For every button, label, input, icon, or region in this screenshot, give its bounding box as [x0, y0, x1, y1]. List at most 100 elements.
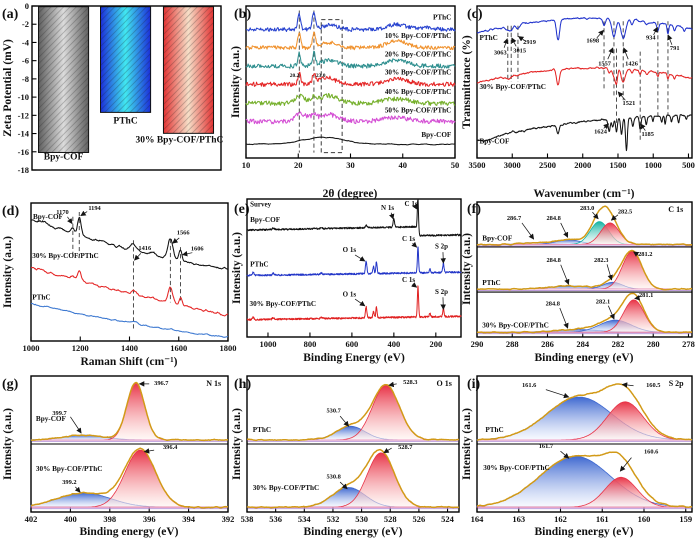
y-axis-label: Intensity (a.u.) — [2, 236, 14, 308]
panel-a: (a) 0 -2 -4 -6 -8 -10 -12 -14 -16 -18 Zeta Potentia… — [2, 1, 223, 175]
annotation-1426: 1426 — [625, 60, 639, 67]
x-tick-label: 600 — [346, 339, 359, 349]
annotation-arrow — [633, 251, 640, 257]
guide-rect — [320, 19, 343, 154]
panel-d: (d) 1000 1200 1400 1600 1800 Raman Shift (cm⁻¹… — [2, 202, 237, 368]
envelope-bpy-cof — [31, 381, 228, 442]
annotation-arrow — [388, 381, 397, 388]
series-bpy-cof — [476, 114, 693, 152]
x-tick-label: 1500 — [609, 160, 626, 170]
annotation-281-1: 281.1 — [639, 292, 653, 299]
annotation-o-1s: O 1s — [343, 246, 357, 254]
x-tick-label: 536 — [269, 514, 282, 524]
x-tick-label: 2000 — [574, 160, 591, 170]
annotation-281-2: 281.2 — [638, 251, 652, 258]
x-tick-label: 534 — [298, 514, 312, 524]
y-tick-label: 0 — [25, 1, 29, 11]
annotation-arrow — [560, 264, 570, 285]
x-tick-label: 284 — [576, 339, 590, 349]
annotation-1521: 1521 — [623, 100, 636, 107]
x-tick-label: 394 — [182, 514, 196, 524]
annotation-arrow — [559, 307, 569, 329]
x-tick-label: 500 — [682, 160, 695, 170]
annotation-399-7: 399.7 — [52, 410, 67, 417]
annotation-arrow — [412, 203, 418, 210]
x-tick-label: 280 — [647, 339, 660, 349]
annotation-528-7: 528.7 — [398, 444, 413, 451]
annotation-1698: 1698 — [586, 37, 599, 44]
annotation-arrow — [503, 38, 509, 48]
series-10-bpy-cof-pthc — [245, 31, 456, 51]
component-pthc-281.2 — [477, 250, 692, 290]
annotation-161-7: 161.7 — [539, 443, 554, 450]
x-tick-label: 20 — [294, 160, 303, 170]
annotation-o-1s: O 1s — [343, 290, 357, 298]
annotation-399-2: 399.2 — [62, 479, 76, 486]
annotation-arrow — [622, 47, 629, 60]
annotation-286-7: 286.7 — [507, 215, 522, 222]
annotation-160-6: 160.6 — [644, 449, 659, 456]
series-bpy-cof — [245, 136, 456, 146]
annotation-bpy-cof: Bpy-COF — [482, 234, 513, 242]
annotation-c-1s: C 1s — [405, 200, 418, 208]
x-tick-label: 160 — [638, 514, 651, 524]
x-tick-label: 278 — [682, 339, 695, 349]
annotation-arrow — [70, 416, 82, 434]
bar-hatch-bpy-cof — [38, 6, 90, 153]
series-label-bpy-cof: Bpy-COF — [33, 213, 64, 221]
series-label-pthc: PThC — [479, 34, 497, 42]
panel-letter-h: (h) — [234, 377, 251, 392]
annotation-1606: 1606 — [191, 246, 205, 253]
annotation-survey: Survey — [250, 201, 272, 209]
annotation-arrow — [652, 26, 658, 36]
envelope-pthc — [476, 383, 693, 441]
x-tick-label: 288 — [506, 339, 519, 349]
x-axis-label: Binding Energy (eV) — [303, 352, 405, 364]
bar-hatch-30-bpy-cof-pthc — [162, 6, 215, 134]
x-tick-label: 400 — [64, 514, 77, 524]
x-tick-label: 1800 — [220, 343, 237, 353]
x-axis-label: Raman Shift (cm⁻¹) — [80, 356, 177, 368]
annotation-bpy-cof: Bpy-COF — [250, 216, 281, 224]
series-label-50-bpy-cof-pthc: 50% Bpy-COF/PThC — [385, 106, 452, 114]
series-30-bpy-cof-pthc — [476, 66, 693, 86]
x-tick-label: 1200 — [72, 343, 89, 353]
panel-c: (c) 3500 3000 2500 2000 1500 1000 500 Wavenumber… — [461, 5, 695, 200]
x-tick-label: 392 — [222, 514, 235, 524]
annotation-1624: 1624 — [594, 129, 608, 136]
annotation-arrow — [143, 448, 155, 454]
annotation-arrow — [411, 241, 418, 248]
panel-letter-i: (i) — [467, 377, 481, 392]
annotation-arrow — [603, 123, 610, 130]
x-axis-label: 2θ (degree) — [323, 188, 378, 200]
y-axis-label: Intensity (a.u.) — [230, 46, 242, 118]
annotation-30-bpy-cof-pthc: 30% Bpy-COF/PThC — [483, 464, 550, 472]
series-30-bpy-cof-pthc — [246, 285, 462, 321]
envelope-pthc — [476, 249, 693, 291]
x-tick-label: 286 — [541, 339, 554, 349]
x-tick-label: 159 — [679, 514, 692, 524]
envelope-bpy-cof — [476, 205, 693, 246]
y-tick-label: -14 — [18, 129, 30, 139]
x-tick-label: 538 — [241, 514, 254, 524]
series-label-bpy-cof: Bpy-COF — [479, 138, 510, 146]
annotation-arrow — [134, 253, 142, 261]
annotation-bpy-cof: Bpy-COF — [36, 415, 67, 423]
annotation-c-1s: C 1s — [668, 205, 683, 214]
x-tick-label: 200 — [429, 339, 442, 349]
panel-letter-d: (d) — [2, 204, 19, 219]
series-label-30-bpy-cof-pthc: 30% Bpy-COF/PThC — [32, 252, 99, 260]
annotation-arrow — [592, 211, 599, 220]
x-tick-label: 3500 — [469, 160, 486, 170]
annotation-arrow — [606, 264, 613, 281]
annotation-1557: 1557 — [598, 60, 612, 67]
panel-letter-f: (f) — [467, 202, 481, 217]
series-50-bpy-cof-pthc — [245, 111, 456, 125]
annotation-2919: 2919 — [523, 39, 536, 46]
annotation-arrow — [354, 254, 366, 262]
x-tick-label: 800 — [304, 339, 317, 349]
plot-frame — [476, 201, 693, 338]
annotation-s-2p: S 2p — [435, 288, 448, 296]
y-tick-label: -6 — [22, 56, 29, 66]
x-axis-label: Binding energy (eV) — [303, 526, 402, 538]
